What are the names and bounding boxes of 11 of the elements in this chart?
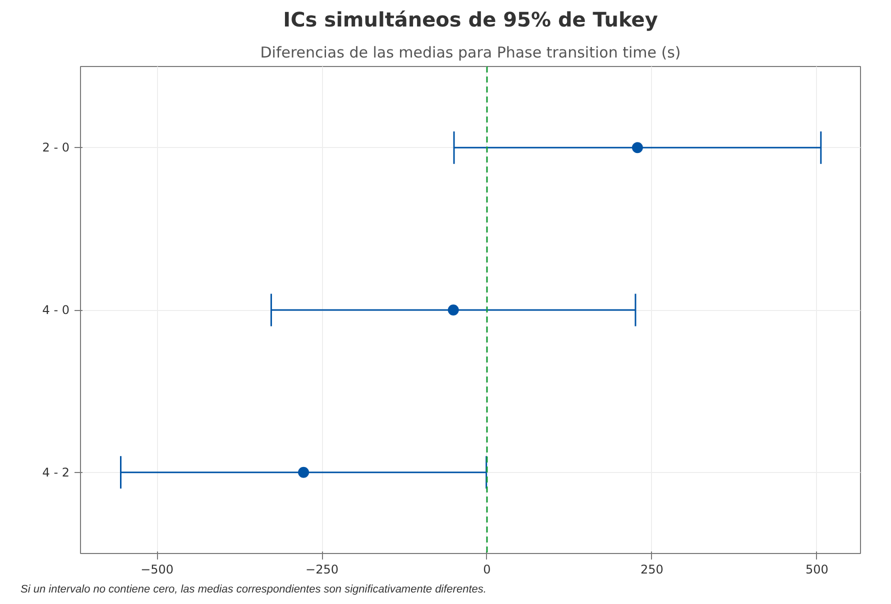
x-tick-label: 250 bbox=[640, 562, 664, 576]
x-tick-label: −500 bbox=[140, 562, 174, 576]
x-tick-label: 0 bbox=[483, 562, 491, 576]
chart-title: ICs simultáneos de 95% de Tukey bbox=[283, 8, 658, 32]
y-tick-label: 4 - 0 bbox=[42, 303, 70, 317]
x-tick-label: −250 bbox=[306, 562, 339, 576]
text: Si un intervalo no contiene cero, las medias correspondientes son significativamente diferentes. bbox=[20, 584, 486, 596]
y-tick-label: 2 - 0 bbox=[42, 140, 70, 155]
y-tick-label: 4 - 2 bbox=[42, 465, 70, 480]
x-tick-label: 500 bbox=[805, 562, 828, 576]
chart-subtitle: Diferencias de las medias para Phase transition time (s) bbox=[260, 44, 681, 62]
